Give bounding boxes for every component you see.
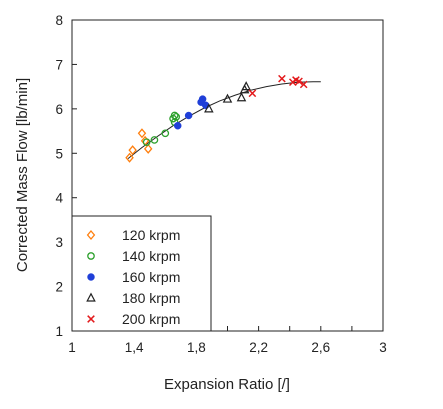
x-tick-label: 1,8 bbox=[187, 340, 206, 355]
data-point-180-krpm bbox=[241, 81, 251, 91]
data-point-160-krpm bbox=[198, 95, 207, 103]
y-tick-label: 7 bbox=[55, 57, 63, 72]
legend-marker-140-krpm bbox=[87, 252, 95, 260]
legend-label: 200 krpm bbox=[122, 311, 180, 327]
fit-curve-layer bbox=[127, 81, 321, 159]
y-tick-label: 2 bbox=[55, 280, 63, 295]
y-tick-label: 1 bbox=[55, 324, 63, 339]
y-axis-label: Corrected Mass Flow [lb/min] bbox=[14, 78, 31, 272]
x-axis-label: Expansion Ratio [/] bbox=[164, 376, 290, 393]
y-tick-label: 4 bbox=[55, 191, 63, 206]
data-points-layer bbox=[125, 74, 308, 163]
y-tick-label: 5 bbox=[55, 146, 63, 161]
data-point-200-krpm bbox=[299, 80, 308, 89]
data-point-140-krpm bbox=[172, 113, 181, 121]
data-point-140-krpm bbox=[161, 129, 170, 138]
data-point-120-krpm bbox=[128, 145, 137, 156]
data-point-160-krpm bbox=[184, 111, 193, 120]
legend-marker-120-krpm bbox=[86, 229, 96, 241]
legend-label: 120 krpm bbox=[122, 227, 180, 243]
data-point-120-krpm bbox=[143, 143, 153, 154]
y-tick-label: 6 bbox=[55, 102, 63, 117]
y-tick-label: 3 bbox=[55, 235, 63, 250]
legend-marker-180-krpm bbox=[86, 292, 96, 302]
x-tick-label: 1 bbox=[68, 340, 76, 355]
data-point-200-krpm bbox=[295, 77, 303, 86]
fit-curve bbox=[127, 81, 321, 159]
data-point-160-krpm bbox=[173, 121, 182, 130]
legend-label: 140 krpm bbox=[122, 248, 180, 264]
data-point-140-krpm bbox=[150, 136, 159, 144]
data-point-120-krpm bbox=[125, 152, 134, 163]
legend-marker-160-krpm bbox=[87, 273, 95, 281]
data-point-120-krpm bbox=[137, 128, 147, 139]
data-point-180-krpm bbox=[236, 92, 247, 102]
data-point-200-krpm bbox=[248, 89, 257, 98]
data-point-140-krpm bbox=[142, 138, 151, 147]
legend: 120 krpm 140 krpm 160 krpm 180 krpm 200 krpm bbox=[71, 215, 212, 332]
x-tick-label: 2,6 bbox=[311, 340, 330, 355]
y-tick-label: 8 bbox=[55, 13, 63, 28]
x-tick-label: 3 bbox=[379, 340, 387, 355]
legend-label: 180 krpm bbox=[122, 290, 180, 306]
data-point-200-krpm bbox=[278, 74, 286, 83]
legend-box bbox=[71, 215, 212, 332]
data-point-180-krpm bbox=[204, 103, 214, 113]
legend-marker-200-krpm bbox=[87, 315, 95, 323]
legend-label: 160 krpm bbox=[122, 269, 180, 285]
x-tick-label: 2,2 bbox=[249, 340, 268, 355]
x-tick-label: 1,4 bbox=[125, 340, 144, 355]
data-point-180-krpm bbox=[222, 93, 233, 103]
